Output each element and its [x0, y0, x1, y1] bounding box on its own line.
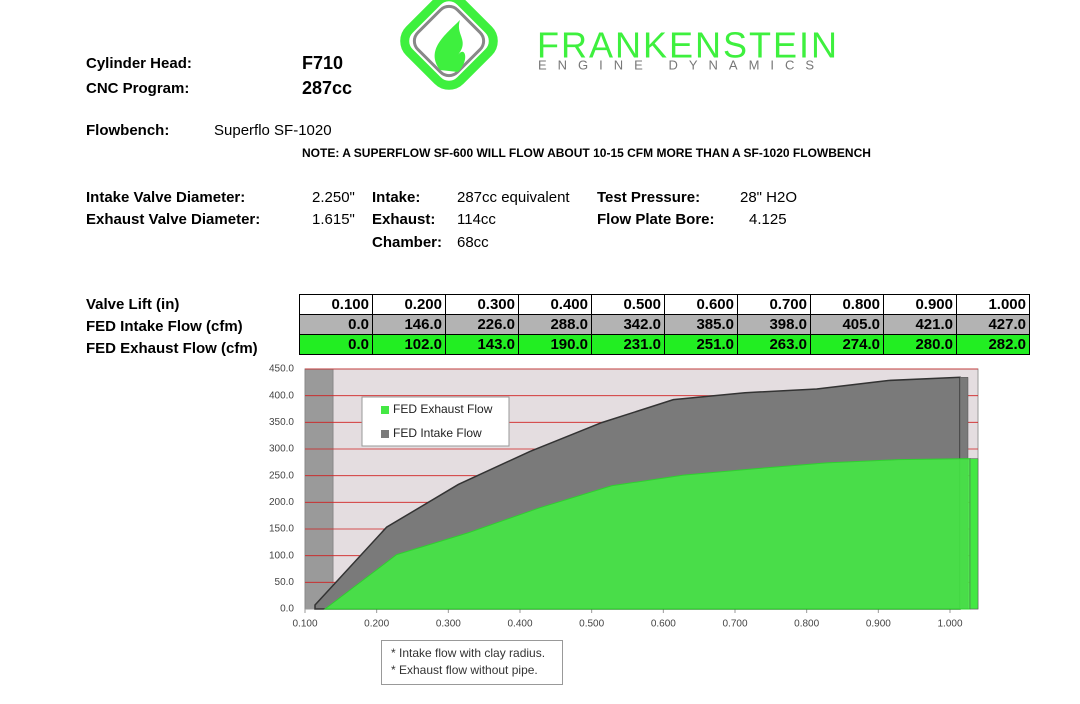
value: Superflo SF-1020 — [214, 122, 332, 139]
table-cell: 0.800 — [810, 294, 884, 315]
legend-label: FED Intake Flow — [393, 426, 482, 440]
table-cell: 1.000 — [956, 294, 1030, 315]
value: F710 — [302, 53, 344, 73]
row-label: Valve Lift (in) — [86, 296, 180, 313]
table-cell: 0.300 — [445, 294, 519, 315]
table-cell: 0.500 — [591, 294, 665, 315]
label: Intake Valve Diameter: — [86, 189, 246, 206]
flow-table: 0.100 0.200 0.300 0.400 0.500 0.600 0.700 0.800… — [299, 294, 1030, 355]
table-cell: 226.0 — [445, 314, 519, 335]
label: CNC Program: — [86, 80, 190, 97]
table-cell: 282.0 — [956, 334, 1030, 355]
footnote: * Intake flow with clay radius. — [391, 646, 546, 660]
label: Flowbench: — [86, 122, 170, 139]
label: Exhaust: — [372, 211, 436, 228]
legend-label: FED Exhaust Flow — [393, 402, 493, 416]
table-cell: 251.0 — [664, 334, 738, 355]
table-cell: 405.0 — [810, 314, 884, 335]
table-cell: 0.0 — [299, 334, 373, 355]
y-tick-label: 400.0 — [269, 390, 294, 401]
value: 2.250" — [312, 189, 355, 206]
value: 114cc — [457, 211, 496, 228]
table-cell: 0.200 — [372, 294, 446, 315]
value: 68cc — [457, 234, 489, 251]
y-tick-label: 100.0 — [269, 550, 294, 561]
table-cell: 0.700 — [737, 294, 811, 315]
table-cell: 143.0 — [445, 334, 519, 355]
legend-swatch — [381, 406, 389, 414]
table-row: 0.100 0.200 0.300 0.400 0.500 0.600 0.700 0.800… — [299, 294, 1030, 315]
table-cell: 263.0 — [737, 334, 811, 355]
x-tick-label: 0.100 — [292, 619, 317, 630]
table-cell: 190.0 — [518, 334, 592, 355]
label: Intake: — [372, 189, 421, 206]
y-tick-label: 450.0 — [269, 364, 294, 375]
table-row: 0.0 102.0 143.0 190.0 231.0 251.0 263.0 274.0 28… — [299, 334, 1030, 355]
value: 287cc — [302, 78, 353, 98]
table-cell: 398.0 — [737, 314, 811, 335]
x-tick-label: 1.000 — [937, 619, 962, 630]
label: Test Pressure: — [597, 189, 701, 206]
value: 287cc equivalent — [457, 189, 570, 206]
table-cell: 102.0 — [372, 334, 446, 355]
x-tick-label: 0.400 — [507, 619, 532, 630]
table-row: 0.0 146.0 226.0 288.0 342.0 385.0 398.0 405.0 42… — [299, 314, 1030, 335]
area-side — [969, 458, 979, 610]
y-tick-label: 150.0 — [269, 524, 294, 535]
label: Flow Plate Bore: — [597, 211, 715, 228]
tagline: ENGINE DYNAMICS — [538, 57, 825, 72]
value: 4.125 — [749, 211, 787, 228]
table-cell: 274.0 — [810, 334, 884, 355]
row-label: FED Intake Flow (cfm) — [86, 318, 243, 335]
x-tick-label: 0.600 — [651, 619, 676, 630]
x-tick-label: 0.700 — [722, 619, 747, 630]
table-cell: 421.0 — [883, 314, 957, 335]
table-cell: 0.600 — [664, 294, 738, 315]
value: 1.615" — [312, 211, 355, 228]
x-tick-label: 0.300 — [436, 619, 461, 630]
footnote: * Exhaust flow without pipe. — [391, 663, 538, 677]
side-wall — [304, 368, 334, 610]
footnote-box: * Intake flow with clay radius. * Exhaus… — [381, 640, 563, 685]
chart: 0.0 50.0 100.0 150.0 200.0 250.0 300.0 350.0 400… — [269, 364, 979, 630]
y-tick-label: 350.0 — [269, 417, 294, 428]
value: 28" H2O — [740, 189, 798, 206]
table-cell: 231.0 — [591, 334, 665, 355]
legend-swatch — [381, 430, 389, 438]
note: NOTE: A SUPERFLOW SF-600 WILL FLOW ABOUT… — [302, 146, 871, 160]
x-tick-label: 0.900 — [866, 619, 891, 630]
y-tick-label: 250.0 — [269, 470, 294, 481]
table-cell: 427.0 — [956, 314, 1030, 335]
table-cell: 288.0 — [518, 314, 592, 335]
table-cell: 0.100 — [299, 294, 373, 315]
table-cell: 0.900 — [883, 294, 957, 315]
table-cell: 385.0 — [664, 314, 738, 335]
label: Cylinder Head: — [86, 55, 192, 72]
y-tick-label: 300.0 — [269, 444, 294, 455]
y-tick-label: 0.0 — [280, 604, 294, 615]
table-cell: 280.0 — [883, 334, 957, 355]
x-tick-label: 0.800 — [794, 619, 819, 630]
table-cell: 342.0 — [591, 314, 665, 335]
x-tick-label: 0.200 — [364, 619, 389, 630]
logo-icon — [400, 0, 498, 90]
label: Exhaust Valve Diameter: — [86, 211, 261, 228]
table-cell: 146.0 — [372, 314, 446, 335]
x-tick-label: 0.500 — [579, 619, 604, 630]
y-tick-label: 50.0 — [275, 577, 295, 588]
table-cell: 0.400 — [518, 294, 592, 315]
row-label: FED Exhaust Flow (cfm) — [86, 340, 258, 357]
label: Chamber: — [372, 234, 443, 251]
table-cell: 0.0 — [299, 314, 373, 335]
y-tick-label: 200.0 — [269, 497, 294, 508]
brand: FRANKENSTEIN — [537, 25, 839, 66]
